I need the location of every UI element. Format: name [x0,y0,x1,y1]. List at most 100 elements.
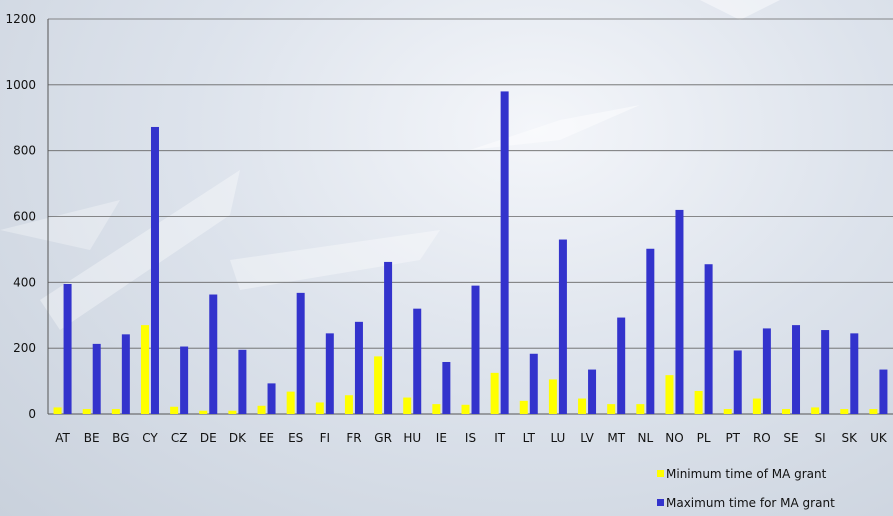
background-decoration [0,0,780,330]
bar-maximum [879,369,888,414]
bar-maximum [238,349,247,414]
bar-minimum [694,390,703,414]
x-tick-label: CZ [171,431,188,445]
x-tick-label: RO [753,431,771,445]
bar-maximum [588,369,597,414]
x-tick-label: SE [783,431,798,445]
bar-minimum [461,404,470,414]
bar-maximum [471,285,480,414]
bar-minimum [228,410,237,414]
bar-minimum [519,400,528,414]
bar-maximum [92,343,101,414]
bar-minimum [548,379,557,414]
bar-minimum [286,391,295,414]
y-tick-label: 200 [13,341,36,355]
x-tick-label: DK [229,431,247,445]
x-tick-label: SK [842,431,859,445]
bar-maximum [354,321,363,414]
x-tick-label: NO [665,431,683,445]
bar-minimum [199,410,208,414]
bars [53,91,888,415]
bar-maximum [821,330,830,414]
x-tick-label: LV [580,431,594,445]
bar-minimum [723,409,732,414]
bar-maximum [267,383,276,414]
bar-maximum [384,261,393,414]
y-tick-label: 0 [28,407,36,421]
x-tick-label: IT [494,431,506,445]
y-tick-label: 800 [13,144,36,158]
x-tick-label: NL [637,431,653,445]
bar-minimum [53,407,62,414]
bar-minimum [140,325,149,414]
bar-maximum [325,333,334,414]
legend-label: Minimum time of MA grant [666,467,827,481]
bar-minimum [170,406,179,414]
bar-minimum [374,356,383,414]
bar-maximum [63,283,72,414]
bar-minimum [490,372,499,414]
bar-minimum [782,409,791,414]
bar-maximum [296,292,305,414]
x-tick-label: CY [142,431,158,445]
x-tick-label: PT [725,431,740,445]
bar-minimum [257,405,266,414]
x-tick-label: FR [346,431,361,445]
x-tick-label: ES [288,431,303,445]
bar-minimum [432,404,441,414]
x-tick-label: MT [607,431,625,445]
bar-minimum [636,404,645,414]
x-tick-label: UK [870,431,888,445]
bar-maximum [442,361,451,414]
legend: Minimum time of MA grant Maximum time for… [657,467,835,510]
bar-minimum [840,409,849,414]
x-tick-label: BG [112,431,129,445]
bar-maximum [733,350,742,414]
bar-minimum [811,407,820,414]
bar-minimum [82,409,91,414]
bar-minimum [869,409,878,414]
bar-maximum [704,264,713,414]
bar-maximum [500,91,509,415]
y-tick-label: 400 [13,275,36,289]
x-tick-label: SI [815,431,826,445]
y-tick-label: 600 [13,210,36,224]
x-tick-label: DE [200,431,217,445]
x-tick-label: IE [436,431,447,445]
x-tick-label: AT [55,431,70,445]
y-tick-label: 1000 [5,78,36,92]
bar-maximum [850,333,859,414]
x-tick-label: LT [523,431,536,445]
bar-maximum [209,294,218,414]
legend-swatch [657,499,664,506]
x-tick-label: BE [84,431,100,445]
bar-maximum [529,353,538,414]
bar-minimum [344,395,353,414]
bar-maximum [180,346,189,414]
bar-minimum [665,375,674,414]
bar-maximum [792,325,801,414]
x-tick-label: LU [550,431,565,445]
legend-swatch [657,470,664,477]
bar-minimum [607,404,616,414]
y-axis: 0 200 400 600 800 1000 1200 [5,12,893,421]
bar-minimum [403,397,412,414]
x-tick-label: GR [374,431,392,445]
bar-maximum [121,334,130,414]
bar-minimum [752,398,761,414]
x-tick-label: HU [403,431,421,445]
bar-maximum [558,239,567,414]
bar-minimum [111,409,120,414]
bar-maximum [646,248,655,414]
bar-maximum [675,209,684,414]
bar-maximum [617,317,626,414]
x-tick-label: PL [697,431,711,445]
bar-maximum [150,126,159,414]
legend-label: Maximum time for MA grant [666,496,835,510]
y-tick-label: 1200 [5,12,36,26]
bar-minimum [315,402,324,414]
gridlines [48,18,893,349]
x-tick-label: IS [465,431,476,445]
